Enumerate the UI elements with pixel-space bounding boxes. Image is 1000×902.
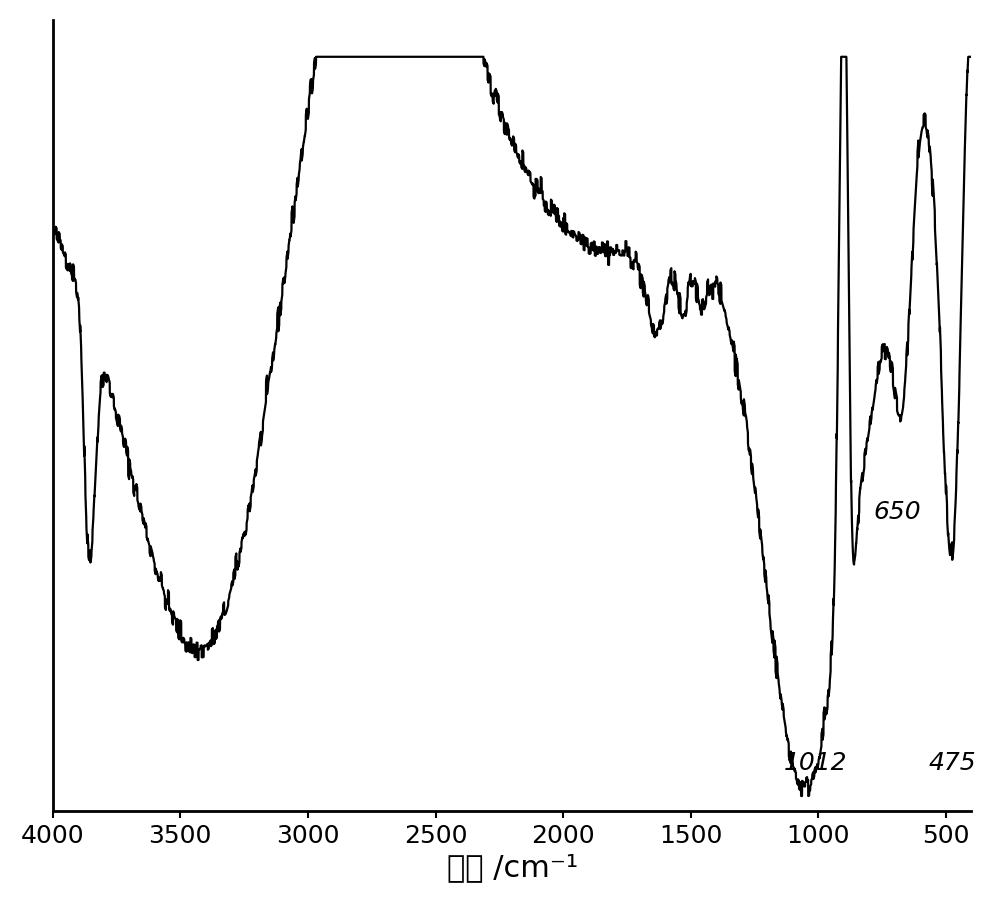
Text: 650: 650	[874, 499, 921, 523]
Text: 475: 475	[929, 750, 976, 774]
X-axis label: 波数 /cm⁻¹: 波数 /cm⁻¹	[447, 852, 578, 881]
Text: 1012: 1012	[784, 750, 847, 774]
